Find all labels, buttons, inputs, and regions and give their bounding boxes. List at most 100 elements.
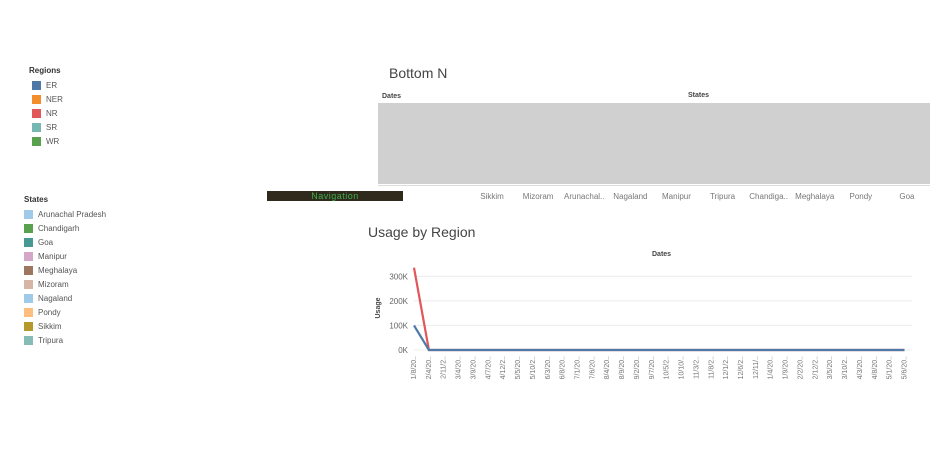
x-tick-label: 10/5/2.. xyxy=(664,356,671,379)
x-tick-label: 5/10/2.. xyxy=(530,356,537,379)
x-tick-label: 1/9/20.. xyxy=(783,356,790,379)
chart-gridlines xyxy=(414,275,912,351)
state-legend-item[interactable]: Arunachal Pradesh xyxy=(24,207,106,221)
legend-swatch xyxy=(24,321,33,331)
x-tick-label: 4/12/2.. xyxy=(500,356,507,379)
x-tick-label: 9/2/20.. xyxy=(634,356,641,379)
legend-label: SR xyxy=(46,122,58,132)
y-tick-label: 100K xyxy=(389,321,408,330)
x-tick-label: 5/5/20.. xyxy=(515,356,522,379)
bottom-n-row-header: Dates xyxy=(382,93,402,100)
state-legend-item[interactable]: Tripura xyxy=(24,333,106,347)
states-legend: States Arunachal Pradesh Chandigarh Goa Man… xyxy=(24,195,106,347)
state-legend-item[interactable]: Meghalaya xyxy=(24,263,106,277)
region-legend-item[interactable]: WR xyxy=(32,134,63,148)
bottom-n-column-label: Mizoram xyxy=(522,192,554,201)
state-legend-item[interactable]: Goa xyxy=(24,235,106,249)
usage-line-chart: 0K 100K 200K 300K Usage 1/8/20.. 2/4/20.. 2/1… xyxy=(375,267,912,379)
legend-swatch xyxy=(24,209,33,219)
legend-label: Sikkim xyxy=(38,321,62,331)
state-legend-item[interactable]: Sikkim xyxy=(24,319,106,333)
x-tick-label: 5/1/20.. xyxy=(887,356,894,379)
legend-label: Tripura xyxy=(38,335,64,345)
legend-label: NR xyxy=(46,108,58,118)
legend-label: Goa xyxy=(38,237,54,247)
legend-swatch xyxy=(24,293,33,303)
legend-swatch xyxy=(24,279,33,289)
chart-series xyxy=(412,267,905,352)
x-tick-label: 3/9/20.. xyxy=(471,356,478,379)
legend-label: Arunachal Pradesh xyxy=(38,209,107,219)
bottom-n-table-area xyxy=(378,103,930,184)
x-tick-label: 11/3/2.. xyxy=(693,356,700,379)
x-tick-label: 6/3/20.. xyxy=(545,356,552,379)
y-tick-label: 200K xyxy=(389,297,408,306)
x-tick-label: 3/4/20.. xyxy=(456,356,463,379)
legend-swatch xyxy=(24,223,33,233)
series-line-nr[interactable] xyxy=(412,267,905,352)
x-tick-label: 10/10/.. xyxy=(679,356,686,379)
x-tick-label: 4/3/20.. xyxy=(857,356,864,379)
bottom-n-column-label: Manipur xyxy=(661,192,691,201)
legend-swatch xyxy=(24,265,33,275)
legend-label: WR xyxy=(46,136,60,146)
x-tick-label: 12/6/2.. xyxy=(738,356,745,379)
x-tick-label: 3/5/20.. xyxy=(827,356,834,379)
usage-col-header: Dates xyxy=(652,251,672,258)
state-legend-item[interactable]: Nagaland xyxy=(24,291,106,305)
legend-label: ER xyxy=(46,80,58,90)
regions-legend: Regions ER NER NR SR WR xyxy=(29,66,63,148)
bottom-n-axis-line xyxy=(378,185,930,186)
x-tick-label: 2/12/2.. xyxy=(812,356,819,379)
legend-label: Nagaland xyxy=(38,293,73,303)
x-tick-label: 7/1/20.. xyxy=(575,356,582,379)
state-legend-item[interactable]: Mizoram xyxy=(24,277,106,291)
states-legend-title: States xyxy=(24,195,49,204)
legend-swatch xyxy=(32,122,41,132)
region-legend-item[interactable]: NER xyxy=(32,92,63,106)
states-legend-items: Arunachal Pradesh Chandigarh Goa Manipur Meg… xyxy=(24,207,106,347)
x-tick-label: 12/1/2.. xyxy=(723,356,730,379)
legend-label: Meghalaya xyxy=(38,265,78,275)
region-legend-item[interactable]: SR xyxy=(32,120,63,134)
state-legend-item[interactable]: Manipur xyxy=(24,249,106,263)
regions-legend-items: ER NER NR SR WR xyxy=(29,78,63,148)
x-tick-label: 2/4/20.. xyxy=(426,356,433,379)
state-legend-item[interactable]: Chandigarh xyxy=(24,221,106,235)
bottom-n-column-label: Pondy xyxy=(849,192,873,201)
legend-label: Pondy xyxy=(38,307,61,317)
usage-by-region-title: Usage by Region xyxy=(368,224,476,240)
x-tick-label: 5/6/20.. xyxy=(902,356,909,379)
legend-label: NER xyxy=(46,94,63,104)
bottom-n-col-header: States xyxy=(688,92,710,99)
x-tick-label: 12/11/.. xyxy=(753,356,760,379)
chart-x-ticks: 1/8/20.. 2/4/20.. 2/11/2.. 3/4/20.. 3/9/20..… xyxy=(411,356,909,379)
state-legend-item[interactable]: Pondy xyxy=(24,305,106,319)
x-tick-label: 1/8/20.. xyxy=(411,356,418,379)
series-line-er[interactable] xyxy=(413,324,905,352)
x-tick-label: 1/4/20.. xyxy=(768,356,775,379)
x-tick-label: 4/7/20.. xyxy=(485,356,492,379)
y-tick-label: 300K xyxy=(389,272,408,281)
x-tick-label: 6/8/20.. xyxy=(560,356,567,379)
region-legend-item[interactable]: ER xyxy=(32,78,63,92)
x-tick-label: 8/4/20.. xyxy=(604,356,611,379)
bottom-n-column-label: Nagaland xyxy=(613,192,648,201)
navigation-button[interactable]: Navigation xyxy=(267,191,403,201)
region-legend-item[interactable]: NR xyxy=(32,106,63,120)
legend-label: Chandigarh xyxy=(38,223,80,233)
x-tick-label: 4/8/20.. xyxy=(872,356,879,379)
x-tick-label: 2/11/2.. xyxy=(441,356,448,379)
legend-label: Manipur xyxy=(38,251,67,261)
bottom-n-column-label: Meghalaya xyxy=(795,192,835,201)
y-tick-label: 0K xyxy=(398,346,408,355)
bottom-n-column-label: Arunachal.. xyxy=(564,192,605,201)
legend-swatch xyxy=(32,136,41,146)
x-tick-label: 11/8/2.. xyxy=(708,356,715,379)
legend-swatch xyxy=(24,335,33,345)
legend-swatch xyxy=(32,94,41,104)
legend-swatch xyxy=(32,80,41,90)
legend-swatch xyxy=(24,251,33,261)
x-tick-label: 2/2/20.. xyxy=(798,356,805,379)
x-tick-label: 8/9/20.. xyxy=(619,356,626,379)
